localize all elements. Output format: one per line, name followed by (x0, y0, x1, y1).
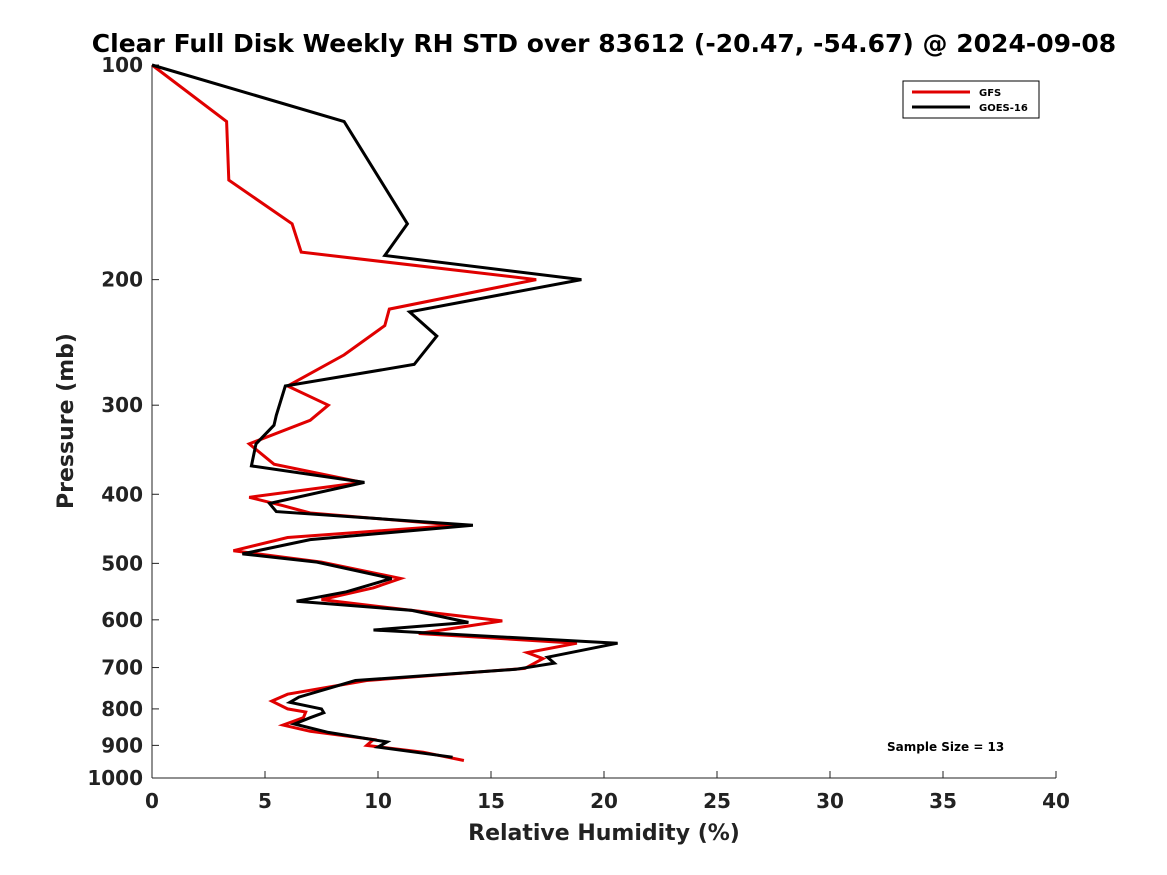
y-tick-label: 400 (101, 482, 143, 506)
x-axis-label: Relative Humidity (%) (468, 821, 740, 846)
x-tick-label: 20 (590, 789, 618, 813)
x-tick-label: 15 (477, 789, 505, 813)
series-line-goes16 (151, 63, 618, 759)
x-tick-label: 35 (929, 789, 957, 813)
y-tick-label: 600 (101, 608, 143, 632)
y-tick-label: 800 (101, 697, 143, 721)
x-tick-label: 40 (1042, 789, 1070, 813)
y-tick-label: 100 (101, 53, 143, 77)
legend-label-gfs: GFS (979, 88, 1001, 99)
y-axis-label: Pressure (mb) (54, 333, 79, 509)
chart-title: Clear Full Disk Weekly RH STD over 83612… (92, 29, 1116, 58)
y-tick-label: 700 (101, 656, 143, 680)
x-tick-label: 30 (816, 789, 844, 813)
legend-label-goes16: GOES-16 (979, 103, 1028, 114)
series-layer (151, 63, 618, 762)
sample-size-annotation: Sample Size = 13 (887, 740, 1004, 754)
x-tick-label: 5 (258, 789, 272, 813)
legend: GFS GOES-16 (902, 80, 1040, 119)
plot-area (152, 65, 1056, 778)
legend-box (902, 80, 1040, 119)
series-line-gfs (151, 63, 578, 762)
x-tick-label: 25 (703, 789, 731, 813)
x-tick-label: 10 (364, 789, 392, 813)
x-tick-label: 0 (145, 789, 159, 813)
y-tick-label: 1000 (87, 766, 143, 790)
y-tick-label: 300 (101, 393, 143, 417)
x-ticks: 0 5 10 15 20 25 30 35 40 (145, 771, 1070, 813)
y-ticks: 100 200 300 400 500 600 700 800 900 1000 (87, 53, 159, 790)
y-tick-label: 200 (101, 268, 143, 292)
y-tick-label: 500 (101, 551, 143, 575)
y-tick-label: 900 (101, 733, 143, 757)
